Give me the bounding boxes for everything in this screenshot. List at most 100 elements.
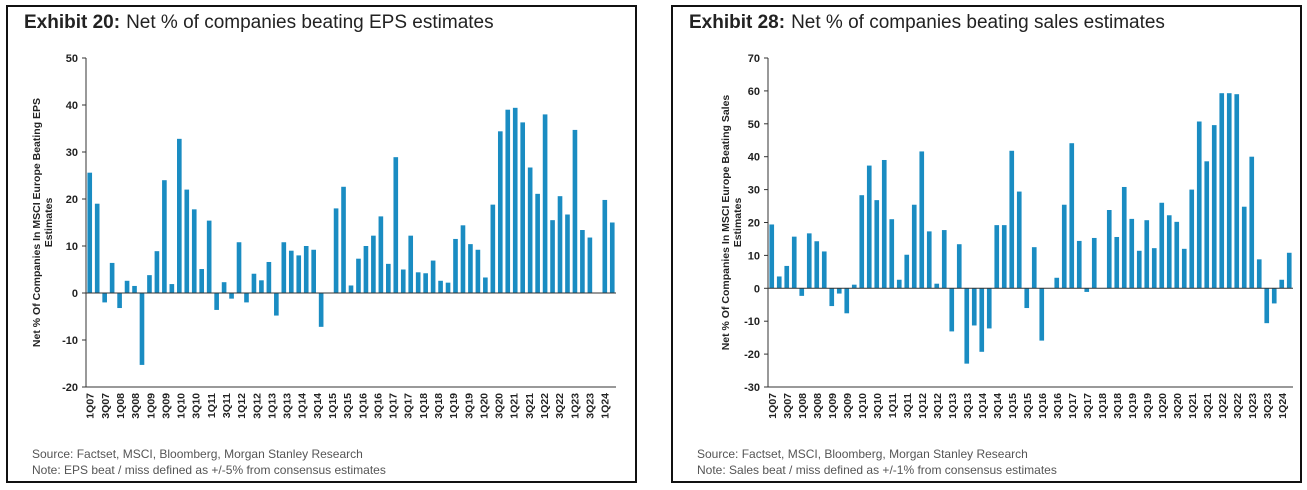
x-tick-label: 3Q22 [1232, 393, 1244, 419]
bar [799, 288, 805, 296]
bar [154, 251, 160, 293]
bar [87, 172, 93, 293]
x-tick-label: 3Q08 [130, 393, 142, 419]
exhibit-28-panel: Exhibit 28: Net % of companies beating sa… [671, 5, 1302, 483]
bar [460, 225, 466, 293]
bar [251, 273, 257, 293]
bar [445, 282, 451, 293]
x-tick-label: 3Q21 [1202, 393, 1214, 419]
bar [356, 258, 361, 293]
sales-beat-bar-chart: -30 -20 -10 0 10 20 30 40 50 60 70 1Q07 3Q07 1Q08 3Q08… [720, 53, 1293, 419]
bar [1226, 93, 1232, 289]
x-tick-label: 3Q10 [872, 393, 884, 419]
y-tick-label: -10 [744, 316, 760, 328]
y-tick-label: -30 [744, 382, 760, 394]
bar [949, 288, 955, 332]
x-tick-label: 1Q12 [236, 393, 248, 419]
x-tick-label: 3Q14 [992, 393, 1004, 419]
x-tick-label: 1Q24 [600, 393, 612, 419]
bar [274, 293, 279, 316]
bar [1279, 279, 1285, 289]
x-tick-label: 3Q12 [251, 393, 263, 419]
x-tick-label: 1Q08 [115, 393, 127, 419]
x-tick-label: 3Q09 [160, 393, 172, 419]
x-tick-label: 1Q10 [857, 393, 869, 419]
x-tick-label: 3Q20 [494, 393, 506, 419]
bar [535, 193, 540, 293]
bar [169, 284, 175, 293]
bar [348, 285, 354, 293]
bar [1151, 248, 1157, 289]
bar [1076, 240, 1082, 289]
y-axis-title: Net % Of Companies In MSCI Europe Beatin… [720, 95, 744, 351]
bar [438, 280, 443, 293]
x-tick-label: 1Q14 [297, 393, 309, 419]
exhibit-20-panel: Exhibit 20: Net % of companies beating EP… [6, 5, 637, 483]
y-tick-label: 70 [748, 53, 760, 65]
bar [117, 293, 122, 309]
bar [776, 276, 782, 289]
bar [423, 273, 428, 293]
x-tick-label: 3Q07 [782, 393, 794, 419]
bar [408, 235, 414, 293]
x-tick-label: 1Q11 [206, 393, 218, 418]
bar [1286, 252, 1292, 289]
y-tick-label: 40 [66, 100, 78, 112]
bar [1016, 191, 1022, 289]
y-tick-label: 30 [748, 185, 760, 197]
bar [829, 288, 835, 307]
bar [415, 272, 421, 293]
bar [1249, 156, 1255, 289]
bar [580, 230, 585, 293]
bar [490, 204, 496, 293]
bar [318, 293, 324, 327]
x-tick-label: 1Q23 [569, 393, 581, 419]
bar [971, 288, 977, 326]
bar [874, 200, 880, 289]
bar [1219, 93, 1225, 289]
x-tick-label: 3Q16 [372, 393, 384, 419]
y-tick-label: 10 [66, 241, 78, 253]
y-tick-label: -20 [744, 349, 760, 361]
bar [221, 282, 227, 293]
bar [497, 131, 503, 293]
bar [341, 186, 346, 293]
bar [102, 293, 107, 303]
x-tick-label: 3Q22 [554, 393, 566, 419]
bar [956, 244, 962, 289]
x-tick-label: 1Q13 [947, 393, 959, 419]
bar [214, 293, 219, 310]
y-tick-label: -10 [62, 335, 78, 347]
x-tick-label: 3Q16 [1052, 393, 1064, 419]
bar [94, 203, 100, 293]
bar [1241, 206, 1247, 289]
bar [866, 165, 872, 289]
bar [520, 122, 526, 293]
bar [109, 262, 115, 293]
bar [236, 242, 242, 293]
x-tick-label: 1Q21 [509, 393, 521, 419]
bar [941, 230, 947, 289]
bar [1136, 250, 1142, 289]
bar [453, 238, 458, 293]
bar [1031, 247, 1037, 289]
bar [964, 288, 970, 364]
bar [557, 196, 563, 293]
bar [889, 219, 895, 289]
x-tick-label: 1Q07 [767, 393, 779, 419]
x-tick-label: 1Q10 [176, 393, 188, 419]
bar [1256, 259, 1262, 289]
x-tick-label: 3Q15 [342, 393, 354, 419]
y-tick-label: 50 [66, 53, 78, 65]
bar [896, 279, 902, 289]
bar [769, 224, 775, 289]
y-tick-label: 50 [748, 119, 760, 131]
x-tick-label: 3Q12 [932, 393, 944, 419]
bar [475, 249, 481, 293]
bar [229, 293, 234, 299]
bar [1211, 125, 1217, 289]
y-tick-label: 10 [748, 250, 760, 262]
bar [311, 249, 316, 293]
x-tick-label: 3Q08 [812, 393, 824, 419]
exhibit-title: Net % of companies beating EPS estimates [126, 12, 494, 33]
